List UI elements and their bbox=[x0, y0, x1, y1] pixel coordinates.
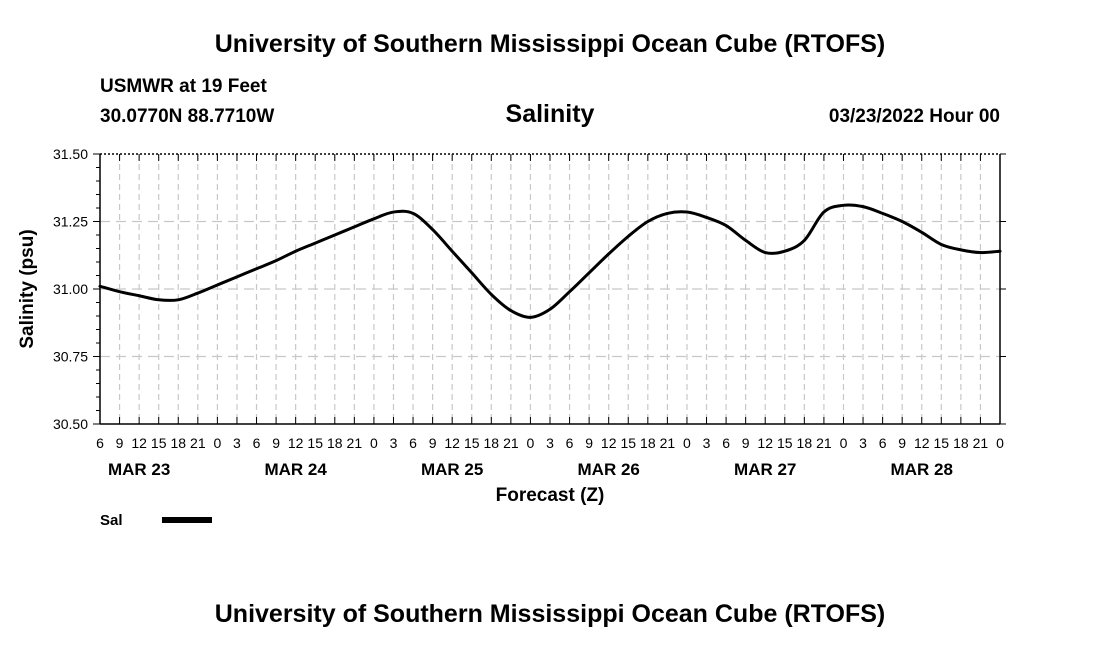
x-tick-label: 12 bbox=[757, 435, 773, 451]
x-tick-label: 15 bbox=[464, 435, 480, 451]
x-tick-label: 3 bbox=[546, 435, 554, 451]
x-tick-label: 15 bbox=[777, 435, 793, 451]
x-tick-label: 3 bbox=[859, 435, 867, 451]
y-tick-label: 31.50 bbox=[53, 146, 88, 162]
x-tick-label: 21 bbox=[347, 435, 363, 451]
x-tick-label: 6 bbox=[253, 435, 261, 451]
date-label: MAR 27 bbox=[734, 460, 796, 479]
x-tick-label: 18 bbox=[953, 435, 969, 451]
x-tick-label: 0 bbox=[840, 435, 848, 451]
x-axis-title: Forecast (Z) bbox=[496, 485, 605, 506]
x-tick-label: 15 bbox=[307, 435, 323, 451]
x-tick-label: 15 bbox=[620, 435, 636, 451]
date-label: MAR 25 bbox=[421, 460, 483, 479]
x-tick-label: 15 bbox=[151, 435, 167, 451]
x-tick-label: 21 bbox=[190, 435, 206, 451]
page-title-bottom: University of Southern Mississippi Ocean… bbox=[214, 600, 886, 628]
x-tick-label: 9 bbox=[742, 435, 750, 451]
x-tick-label: 9 bbox=[898, 435, 906, 451]
x-tick-label: 18 bbox=[484, 435, 500, 451]
x-tick-label: 21 bbox=[816, 435, 832, 451]
station-coordinates: 30.0770N 88.7710W bbox=[100, 106, 275, 127]
date-label: MAR 23 bbox=[108, 460, 170, 479]
series-line-sal bbox=[98, 203, 1002, 319]
x-tick-label: 21 bbox=[660, 435, 676, 451]
x-tick-label: 12 bbox=[914, 435, 930, 451]
x-tick-label: 3 bbox=[703, 435, 711, 451]
x-tick-label: 18 bbox=[170, 435, 186, 451]
x-tick-label: 6 bbox=[409, 435, 417, 451]
y-tick-label: 31.00 bbox=[53, 281, 88, 297]
x-tick-label: 3 bbox=[233, 435, 241, 451]
legend: Sal bbox=[100, 512, 212, 529]
x-tick-label: 6 bbox=[722, 435, 730, 451]
y-axis-title: Salinity (psu) bbox=[17, 229, 38, 348]
y-tick-label: 30.50 bbox=[53, 416, 88, 432]
x-tick-label: 18 bbox=[327, 435, 343, 451]
x-tick-label: 12 bbox=[131, 435, 147, 451]
x-tick-label: 9 bbox=[272, 435, 280, 451]
x-tick-label: 21 bbox=[973, 435, 989, 451]
x-tick-label: 9 bbox=[116, 435, 124, 451]
station-name: USMWR at 19 Feet bbox=[100, 76, 267, 97]
x-tick-label: 9 bbox=[585, 435, 593, 451]
axes bbox=[93, 153, 1006, 425]
x-tick-label: 6 bbox=[566, 435, 574, 451]
date-label: MAR 24 bbox=[264, 460, 327, 479]
axis-labels: 6 9 12 15 18 21 0 3 6 9 12 15 18 21 0 3 6 9 12 15 18 21 0 3 6 9 12… bbox=[17, 146, 1004, 506]
date-label: MAR 28 bbox=[891, 460, 953, 479]
x-tick-label: 12 bbox=[601, 435, 617, 451]
y-tick-label: 31.25 bbox=[53, 214, 88, 230]
x-tick-label: 0 bbox=[683, 435, 691, 451]
date-label: MAR 26 bbox=[578, 460, 640, 479]
legend-label: Sal bbox=[100, 512, 123, 529]
grid-lines bbox=[100, 154, 1000, 424]
page-title-top: University of Southern Mississippi Ocean… bbox=[214, 30, 886, 58]
x-tick-label: 18 bbox=[640, 435, 656, 451]
x-tick-label: 9 bbox=[429, 435, 437, 451]
y-tick-label: 30.75 bbox=[53, 349, 88, 365]
x-tick-label: 0 bbox=[527, 435, 535, 451]
x-tick-label: 6 bbox=[879, 435, 887, 451]
x-tick-label: 6 bbox=[96, 435, 104, 451]
x-tick-label: 21 bbox=[503, 435, 519, 451]
chart-title: Salinity bbox=[505, 100, 595, 128]
x-tick-label: 0 bbox=[996, 435, 1004, 451]
run-time: 03/23/2022 Hour 00 bbox=[828, 106, 1000, 127]
x-tick-label: 12 bbox=[444, 435, 460, 451]
x-tick-label: 3 bbox=[390, 435, 398, 451]
x-tick-label: 15 bbox=[934, 435, 950, 451]
x-tick-label: 12 bbox=[288, 435, 304, 451]
x-tick-label: 0 bbox=[370, 435, 378, 451]
x-tick-label: 0 bbox=[213, 435, 221, 451]
series-layer bbox=[98, 203, 1002, 319]
x-tick-label: 18 bbox=[797, 435, 813, 451]
